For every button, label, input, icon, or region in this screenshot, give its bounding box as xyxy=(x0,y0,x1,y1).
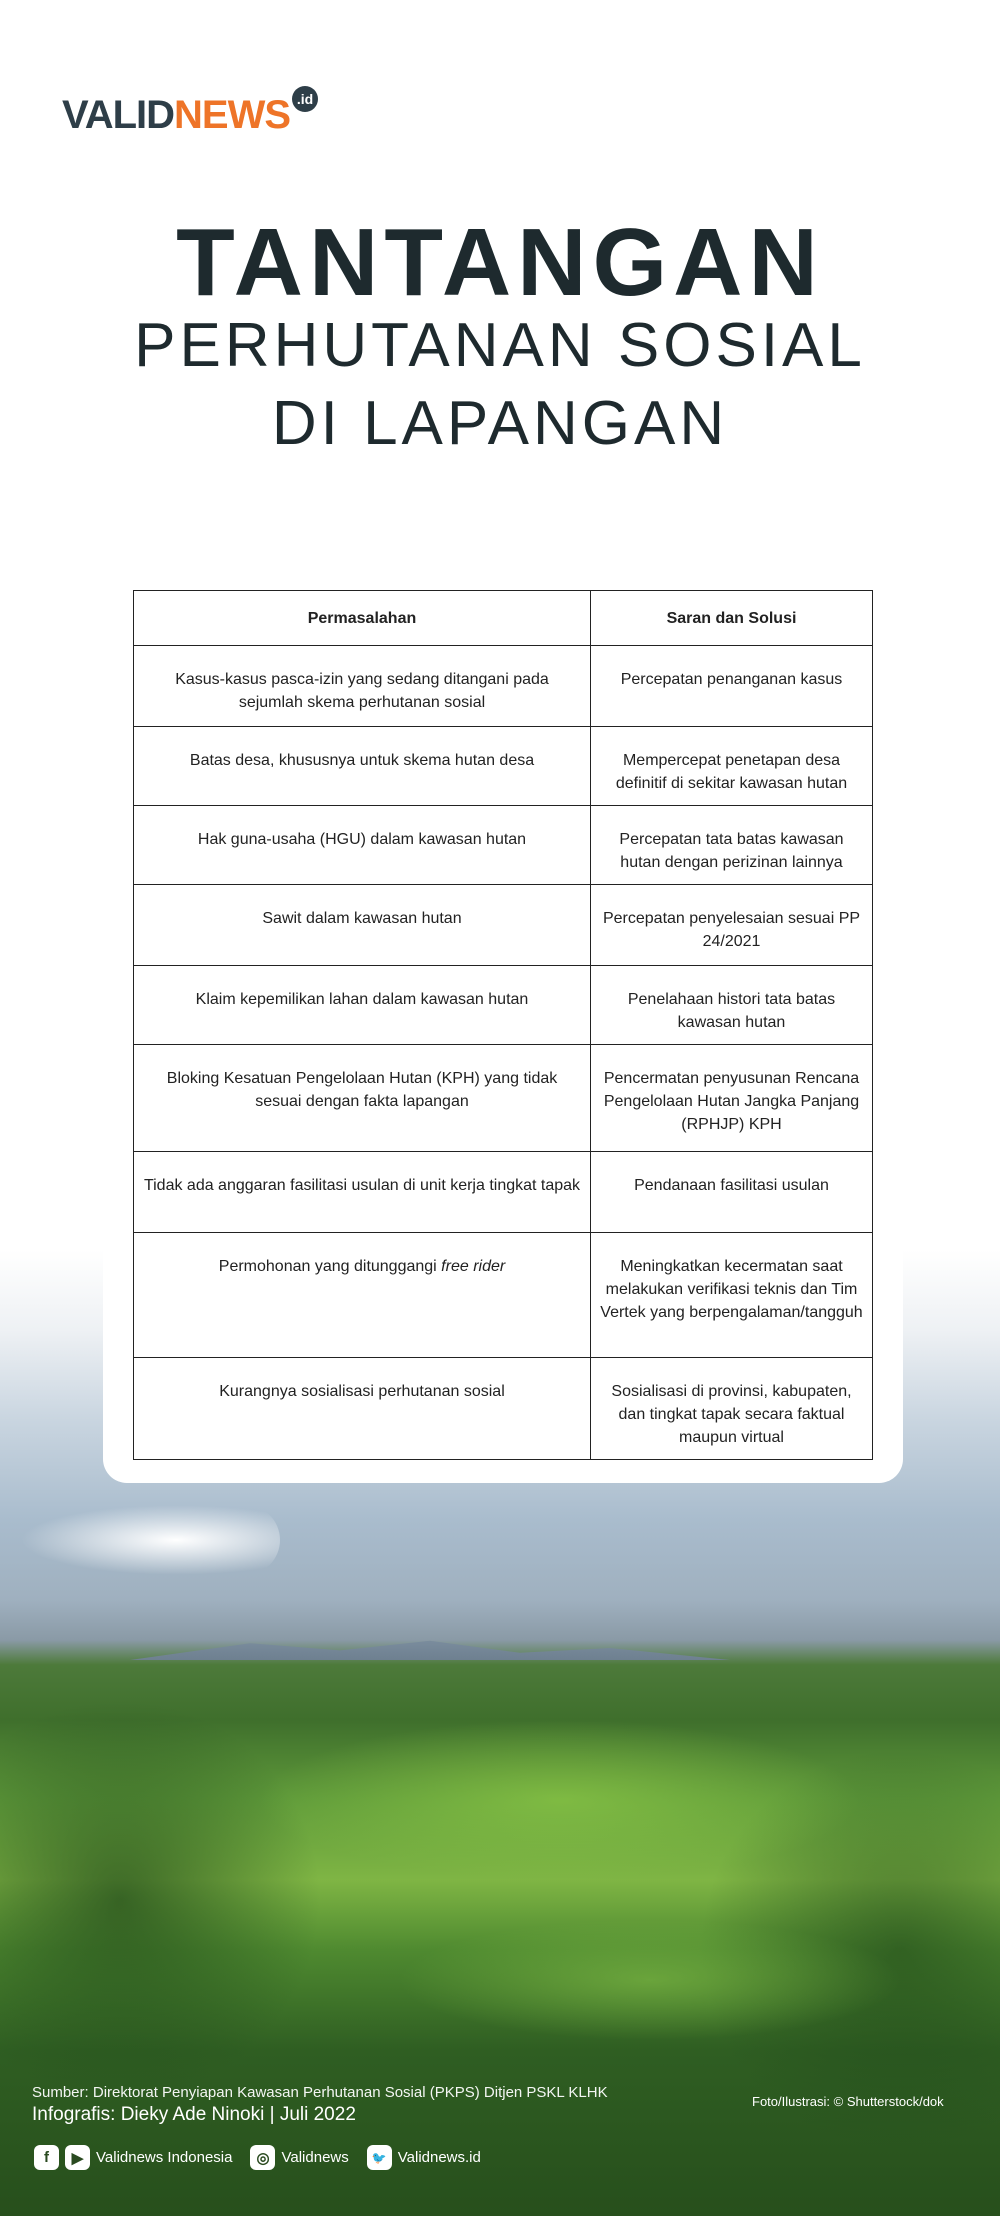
social-label[interactable]: Validnews xyxy=(281,2149,349,2166)
table-row: Klaim kepemilikan lahan dalam kawasan hu… xyxy=(133,965,873,1045)
photo-credit: Foto/Ilustrasi: © Shutterstock/dok xyxy=(752,2094,944,2109)
cell-text: Kasus-kasus pasca-izin yang sedang ditan… xyxy=(175,671,549,711)
problem-cell: Permohonan yang ditunggangi free rider xyxy=(133,1232,591,1358)
cell-text: Pendanaan fasilitasi usulan xyxy=(634,1177,829,1194)
cell-text: Hak guna-usaha (HGU) dalam kawasan hutan xyxy=(197,831,527,848)
logo-text: VALID xyxy=(62,93,175,137)
title-line-1: TANTANGAN xyxy=(176,209,824,316)
cell-text: Percepatan penanganan kasus xyxy=(620,671,843,688)
problem-cell: Kurangnya sosialisasi perhutanan sosial xyxy=(133,1357,591,1460)
cell-text: Klaim kepemilikan lahan dalam kawasan hu… xyxy=(195,991,529,1008)
mountains xyxy=(130,1640,730,1660)
title-line-3: DI LAPANGAN xyxy=(271,389,729,458)
social-label[interactable]: Validnews Indonesia xyxy=(96,2149,233,2166)
problem-cell: Batas desa, khususnya untuk skema hutan … xyxy=(133,726,591,806)
cell-text: Mempercepat penetapan desa definitif di … xyxy=(615,752,848,792)
facebook-icon[interactable]: f xyxy=(34,2145,59,2170)
italic-term: free rider xyxy=(441,1258,506,1275)
cell-text: Bloking Kesatuan Pengelolaan Hutan (KPH)… xyxy=(166,1070,558,1110)
solution-cell: Mempercepat penetapan desa definitif di … xyxy=(590,726,873,806)
infographic-credit: Infografis: Dieky Ade Ninoki | Juli 2022 xyxy=(32,2104,356,2125)
cell-text: Penelahaan histori tata batas kawasan hu… xyxy=(627,991,836,1031)
solution-cell: Sosialisasi di provinsi, kabupaten, dan … xyxy=(590,1357,873,1460)
solution-cell: Percepatan penanganan kasus xyxy=(590,645,873,727)
cell-text: Sawit dalam kawasan hutan xyxy=(262,910,462,927)
table-row: Batas desa, khususnya untuk skema hutan … xyxy=(133,726,873,806)
table-row: Permohonan yang ditunggangi free rider Me… xyxy=(133,1232,873,1358)
cell-text: Batas desa, khususnya untuk skema hutan … xyxy=(189,752,535,769)
social-links: f ▶ Validnews Indonesia ◎ Validnews 🐦 Va… xyxy=(34,2145,493,2170)
table-row: Tidak ada anggaran fasilitasi usulan di … xyxy=(133,1151,873,1233)
cloud xyxy=(20,1505,280,1575)
validnews-logo: VALID NEWS .id xyxy=(62,86,319,138)
cell-text: Percepatan penyelesaian sesuai PP 24/202… xyxy=(602,910,861,950)
cell-text: Sosialisasi di provinsi, kabupaten, dan … xyxy=(611,1383,852,1446)
cell-text: Meningkatkan kecermatan saat melakukan v… xyxy=(600,1258,863,1321)
cell-text: Permohonan yang ditunggangi xyxy=(218,1258,442,1275)
problem-cell: Sawit dalam kawasan hutan xyxy=(133,884,591,966)
source-text: Sumber: Direktorat Penyiapan Kawasan Per… xyxy=(32,2084,608,2101)
logo-text: NEWS xyxy=(174,93,291,137)
solution-cell: Meningkatkan kecermatan saat melakukan v… xyxy=(590,1232,873,1358)
problem-cell: Hak guna-usaha (HGU) dalam kawasan hutan xyxy=(133,805,591,885)
twitter-icon[interactable]: 🐦 xyxy=(366,2145,392,2170)
table-row: Sawit dalam kawasan hutan Percepatan peny… xyxy=(133,884,873,966)
cell-text: Kurangnya sosialisasi perhutanan sosial xyxy=(219,1383,505,1400)
landscape-photo xyxy=(0,1650,1000,2216)
cell-text: Percepatan tata batas kawasan hutan deng… xyxy=(619,831,844,871)
table-row: Kasus-kasus pasca-izin yang sedang ditan… xyxy=(133,645,873,727)
solution-cell: Percepatan tata batas kawasan hutan deng… xyxy=(590,805,873,885)
solution-cell: Percepatan penyelesaian sesuai PP 24/202… xyxy=(590,884,873,966)
problem-cell: Klaim kepemilikan lahan dalam kawasan hu… xyxy=(133,965,591,1045)
social-label[interactable]: Validnews.id xyxy=(397,2149,481,2166)
solution-cell: Penelahaan histori tata batas kawasan hu… xyxy=(590,965,873,1045)
problem-cell: Kasus-kasus pasca-izin yang sedang ditan… xyxy=(133,645,591,727)
table-row: Kurangnya sosialisasi perhutanan sosial S… xyxy=(133,1357,873,1460)
solution-cell: Pencermatan penyusunan Rencana Pengelola… xyxy=(590,1044,873,1152)
cell-text: Pencermatan penyusunan Rencana Pengelola… xyxy=(603,1070,860,1133)
problem-cell: Bloking Kesatuan Pengelolaan Hutan (KPH)… xyxy=(133,1044,591,1152)
problem-cell: Tidak ada anggaran fasilitasi usulan di … xyxy=(133,1151,591,1233)
table-row: Hak guna-usaha (HGU) dalam kawasan hutan… xyxy=(133,805,873,885)
solution-cell: Pendanaan fasilitasi usulan xyxy=(590,1151,873,1233)
table-row: Bloking Kesatuan Pengelolaan Hutan (KPH)… xyxy=(133,1044,873,1152)
challenges-table: Permasalahan Saran dan Solusi Kasus-kasu… xyxy=(133,590,873,1460)
column-header: Saran dan Solusi xyxy=(590,590,873,646)
cell-text: Tidak ada anggaran fasilitasi usulan di … xyxy=(143,1177,581,1194)
column-header: Permasalahan xyxy=(133,590,591,646)
youtube-icon[interactable]: ▶ xyxy=(65,2145,90,2170)
logo-badge: .id xyxy=(292,86,319,112)
title-line-2: PERHUTANAN SOSIAL xyxy=(134,311,866,380)
instagram-icon[interactable]: ◎ xyxy=(250,2145,276,2170)
